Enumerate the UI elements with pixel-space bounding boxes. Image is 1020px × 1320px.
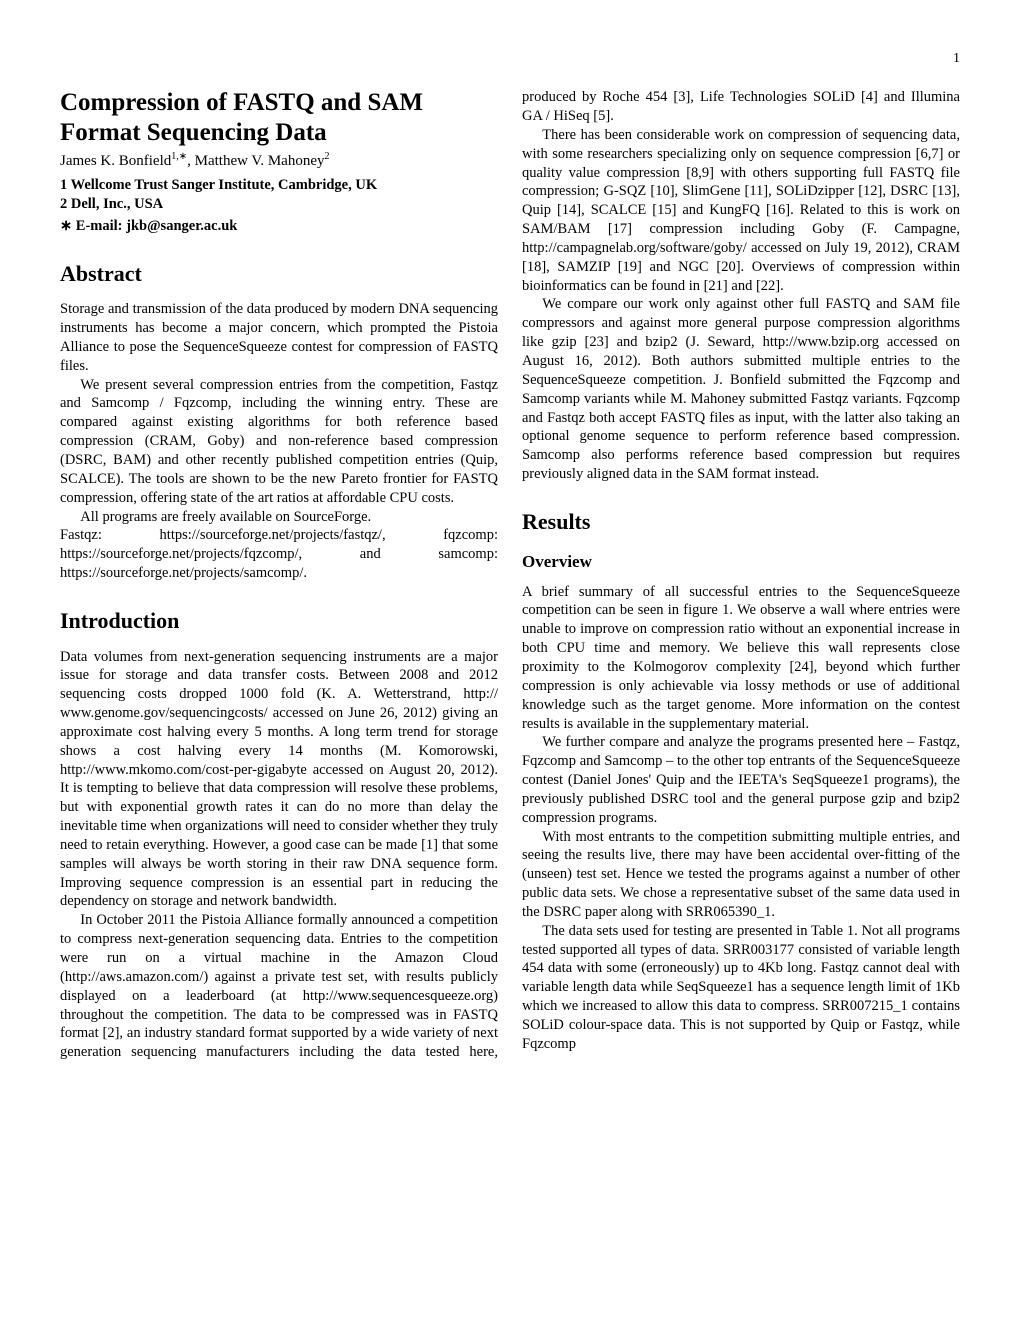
intro-paragraph-4: We compare our work only against other f…	[522, 295, 960, 483]
overview-subheading: Overview	[522, 551, 960, 573]
results-paragraph-2: We further compare and analyze the progr…	[522, 733, 960, 827]
author-1: James K. Bonfield	[60, 153, 171, 169]
results-paragraph-4: The data sets used for testing are prese…	[522, 922, 960, 1054]
affiliation-2: 2 Dell, Inc., USA	[60, 195, 498, 215]
author-1-affil-marker: 1,∗	[171, 151, 187, 162]
affiliation-1: 1 Wellcome Trust Sanger Institute, Cambr…	[60, 176, 498, 196]
abstract-paragraph-4: Fastqz: https://sourceforge.net/projects…	[60, 526, 498, 583]
abstract-heading: Abstract	[60, 260, 498, 289]
introduction-heading: Introduction	[60, 607, 498, 636]
paper-title: Compression of FASTQ and SAM Format Sequ…	[60, 88, 498, 148]
page-number: 1	[60, 50, 960, 68]
results-paragraph-1: A brief summary of all successful entrie…	[522, 583, 960, 734]
authors-line: James K. Bonfield1,∗, Matthew V. Mahoney…	[60, 150, 498, 172]
intro-paragraph-1: Data volumes from next-generation sequen…	[60, 648, 498, 912]
author-2-affil-marker: 2	[324, 151, 329, 162]
author-separator: , Matthew V. Mahoney	[187, 153, 324, 169]
abstract-paragraph-1: Storage and transmission of the data pro…	[60, 300, 498, 375]
corresponding-email: ∗ E-mail: jkb@sanger.ac.uk	[60, 217, 498, 236]
intro-paragraph-3: There has been considerable work on comp…	[522, 126, 960, 296]
abstract-paragraph-2: We present several compression entries f…	[60, 376, 498, 508]
abstract-paragraph-3: All programs are freely available on Sou…	[60, 508, 498, 527]
two-column-layout: Compression of FASTQ and SAM Format Sequ…	[60, 88, 960, 1062]
results-paragraph-3: With most entrants to the competition su…	[522, 828, 960, 922]
results-heading: Results	[522, 508, 960, 537]
